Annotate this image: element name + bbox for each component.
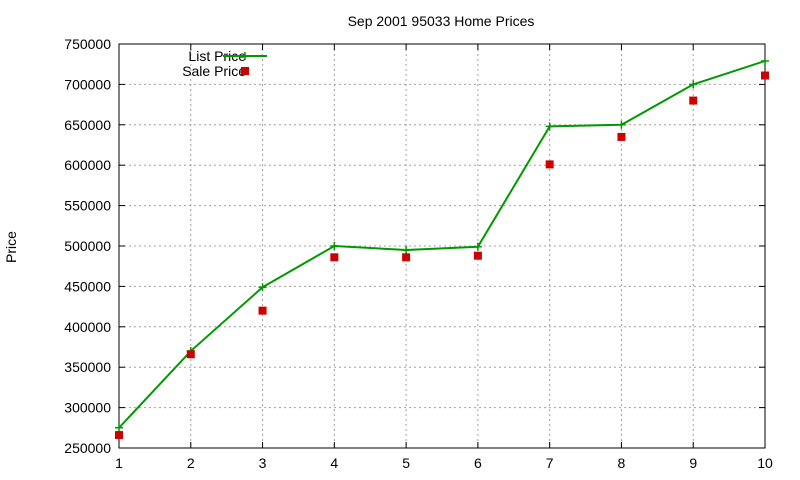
y-tick-label: 300000 bbox=[64, 400, 111, 416]
legend-label: List Price bbox=[188, 48, 246, 64]
x-tick-label: 8 bbox=[618, 455, 626, 471]
data-point bbox=[186, 350, 195, 359]
x-tick-label: 9 bbox=[689, 455, 697, 471]
legend-label: Sale Price bbox=[182, 63, 246, 79]
data-point bbox=[402, 246, 411, 255]
data-point bbox=[761, 71, 769, 80]
data-point bbox=[115, 423, 123, 432]
x-tick-label: 1 bbox=[115, 455, 123, 471]
y-tick-label: 650000 bbox=[64, 117, 111, 133]
x-tick-label: 2 bbox=[187, 455, 195, 471]
data-point bbox=[330, 253, 339, 262]
data-point bbox=[689, 96, 698, 105]
x-axis: 1 2 3 4 5 6 7 8 9 10 bbox=[115, 44, 773, 471]
data-point bbox=[689, 80, 698, 89]
series-line bbox=[118, 60, 766, 429]
x-tick-label: 3 bbox=[259, 455, 267, 471]
y-tick-label: 250000 bbox=[64, 440, 111, 456]
y-tick-label: 350000 bbox=[64, 359, 111, 375]
x-tick-label: 6 bbox=[474, 455, 482, 471]
series-1 bbox=[115, 71, 769, 440]
x-tick-label: 10 bbox=[757, 455, 773, 471]
y-tick-label: 700000 bbox=[64, 76, 111, 92]
series-0 bbox=[115, 56, 769, 432]
data-point bbox=[545, 122, 554, 131]
data-point bbox=[761, 56, 769, 65]
y-tick-label: 550000 bbox=[64, 198, 111, 214]
legend-marker bbox=[241, 67, 249, 75]
y-axis: 250000 300000 350000 400000 450000 500000 5500… bbox=[64, 36, 765, 456]
data-point bbox=[258, 306, 267, 315]
y-tick-label: 600000 bbox=[64, 157, 111, 173]
y-tick-label: 400000 bbox=[64, 319, 111, 335]
data-point bbox=[402, 253, 411, 262]
y-tick-label: 750000 bbox=[64, 36, 111, 52]
y-tick-label: 450000 bbox=[64, 278, 111, 294]
x-tick-label: 7 bbox=[546, 455, 554, 471]
data-point bbox=[473, 251, 482, 260]
data-point bbox=[115, 431, 123, 440]
data-point bbox=[258, 283, 267, 292]
data-point bbox=[330, 242, 339, 250]
data-point bbox=[473, 242, 482, 251]
grid bbox=[119, 44, 765, 448]
legend-marker bbox=[241, 52, 249, 60]
data-point bbox=[617, 132, 626, 141]
data-point bbox=[617, 120, 626, 129]
x-tick-label: 4 bbox=[330, 455, 338, 471]
x-tick-label: 5 bbox=[402, 455, 410, 471]
data-point bbox=[545, 160, 554, 169]
y-tick-label: 500000 bbox=[64, 238, 111, 254]
series-layer bbox=[115, 56, 769, 440]
y-axis-label: Price bbox=[3, 231, 19, 263]
chart-title: Sep 2001 95033 Home Prices bbox=[348, 13, 535, 29]
